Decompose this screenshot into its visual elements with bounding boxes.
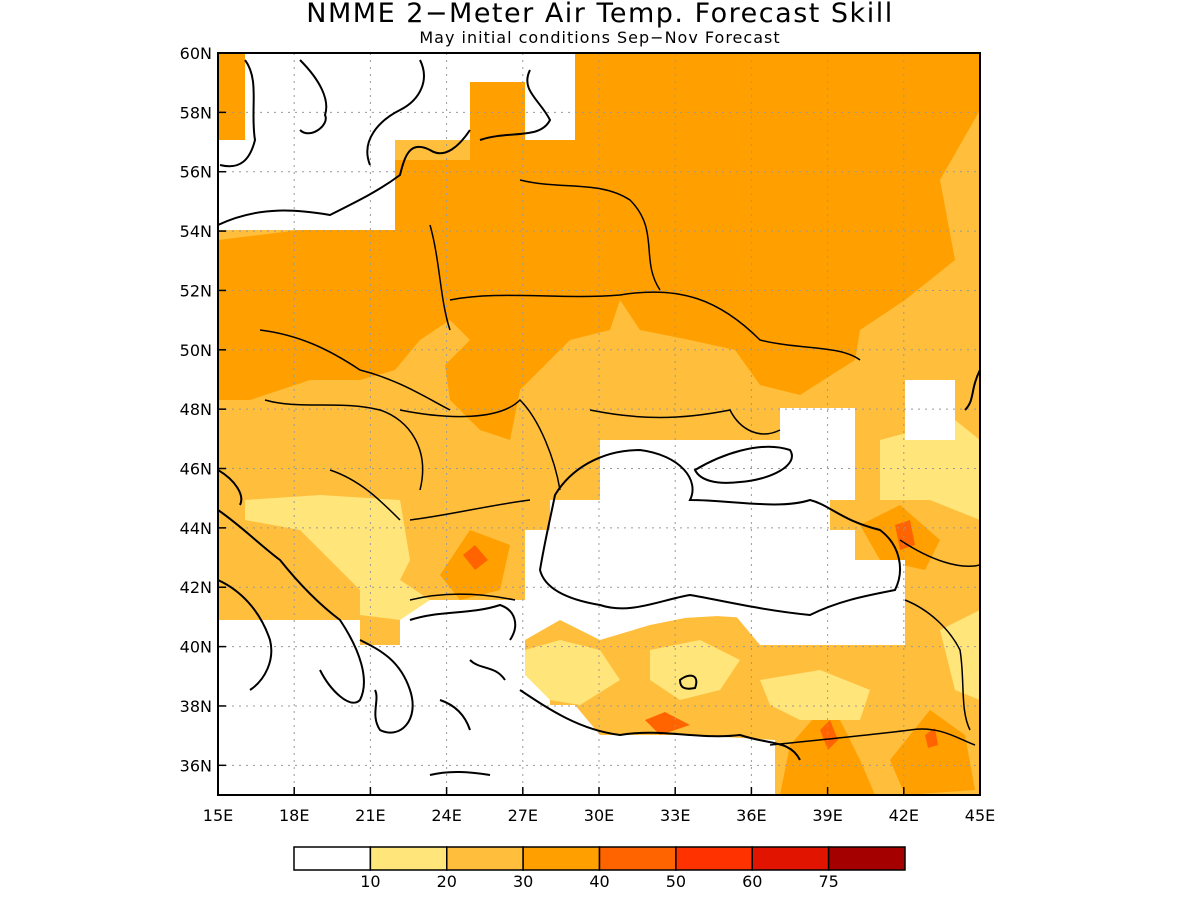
skill-region-10-20 — [245, 495, 410, 600]
map-title: NMME 2−Meter Air Temp. Forecast Skill — [306, 0, 894, 29]
colorbar-label: 10 — [360, 872, 380, 891]
colorbar-label: 75 — [818, 872, 838, 891]
colorbar-label: 50 — [666, 872, 686, 891]
lon-tick-label: 45E — [965, 806, 995, 825]
skill-region-below-10 — [905, 380, 955, 440]
skill-region-below-10 — [525, 82, 575, 140]
skill-region-10-20 — [760, 670, 870, 720]
skill-region-40-50 — [820, 720, 838, 750]
lat-axis: 60N 58N 56N 54N 52N 50N 48N 46N 44N 42N 40N 38N 36N — [180, 44, 226, 775]
lat-tick-label: 60N — [180, 44, 212, 63]
lat-tick-label: 48N — [180, 400, 212, 419]
lat-tick-label: 54N — [180, 222, 212, 241]
lon-tick-label: 30E — [584, 806, 614, 825]
coastlines — [218, 59, 980, 776]
lat-tick-label: 40N — [180, 638, 212, 657]
skill-region-40-50 — [895, 520, 915, 550]
skill-region-40-50 — [463, 545, 488, 570]
colorbar-label: 20 — [437, 872, 457, 891]
colorbar-swatch — [293, 846, 372, 871]
lat-tick-label: 58N — [180, 103, 212, 122]
skill-region-10-20 — [880, 420, 980, 520]
colorbar-label: 30 — [513, 872, 533, 891]
lon-tick-label: 24E — [431, 806, 461, 825]
lat-tick-label: 36N — [180, 756, 212, 775]
colorbar: 10 20 30 40 50 60 75 — [293, 846, 906, 891]
lon-tick-label: 39E — [812, 806, 842, 825]
lon-tick-label: 15E — [203, 806, 233, 825]
lon-tick-label: 21E — [355, 806, 385, 825]
skill-region-40-50 — [645, 712, 690, 735]
colorbar-label: 40 — [589, 872, 609, 891]
lon-tick-label: 27E — [508, 806, 538, 825]
lat-tick-label: 44N — [180, 519, 212, 538]
colorbar-swatch — [751, 846, 830, 871]
lon-tick-label: 36E — [736, 806, 766, 825]
colorbar-swatch — [598, 846, 677, 871]
lon-axis: 15E 18E 21E 24E 27E 30E 33E 36E 39E 42E 45E — [203, 787, 995, 825]
colorbar-swatch — [522, 846, 601, 871]
skill-region-40-50 — [925, 728, 938, 748]
lat-tick-label: 38N — [180, 697, 212, 716]
grid-lines — [218, 53, 980, 795]
lon-tick-label: 33E — [660, 806, 690, 825]
colorbar-swatch — [369, 846, 448, 871]
lat-tick-label: 52N — [180, 281, 212, 300]
lat-tick-label: 46N — [180, 460, 212, 479]
lon-tick-label: 18E — [279, 806, 309, 825]
skill-region-10-20 — [650, 640, 740, 700]
map-subtitle: May initial conditions Sep−Nov Forecast — [419, 28, 781, 47]
lat-tick-label: 56N — [180, 163, 212, 182]
colorbar-swatch — [827, 846, 906, 871]
colorbar-swatch — [675, 846, 753, 871]
lon-tick-label: 42E — [889, 806, 919, 825]
skill-region-below-10 — [525, 408, 905, 640]
lat-tick-label: 42N — [180, 578, 212, 597]
colorbar-label: 60 — [742, 872, 762, 891]
skill-region-30-40 — [890, 710, 975, 795]
colorbar-swatch — [446, 846, 524, 871]
skill-region-10-20 — [525, 640, 620, 705]
skill-region-30-40 — [218, 53, 245, 140]
lat-tick-label: 50N — [180, 341, 212, 360]
skill-region-20-30 — [525, 600, 980, 795]
skill-region-30-40 — [218, 53, 980, 440]
skill-region-10-20 — [360, 580, 430, 620]
